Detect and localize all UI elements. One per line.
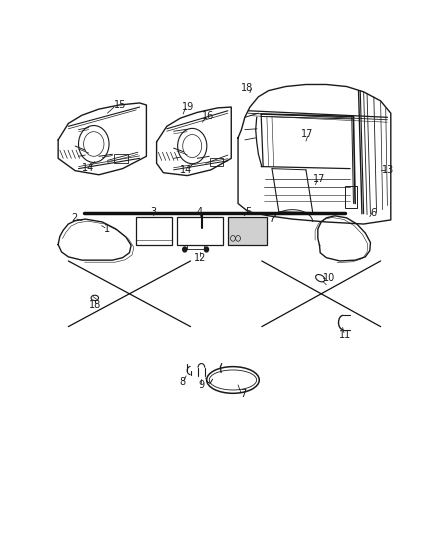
Bar (114, 154, 128, 163)
Text: 12: 12 (194, 253, 206, 263)
Text: 14: 14 (81, 163, 94, 173)
Text: 17: 17 (301, 129, 314, 139)
Text: 14: 14 (180, 165, 192, 175)
Text: 16: 16 (202, 111, 215, 120)
Text: 6: 6 (371, 207, 377, 217)
Text: 18: 18 (241, 83, 253, 93)
Text: 18: 18 (88, 300, 101, 310)
Text: 4: 4 (197, 207, 203, 217)
Circle shape (183, 247, 187, 252)
Text: 10: 10 (323, 273, 335, 283)
Text: 13: 13 (382, 165, 394, 175)
Circle shape (205, 247, 208, 252)
Text: 9: 9 (198, 380, 205, 390)
Text: 15: 15 (114, 100, 127, 110)
Text: 19: 19 (182, 102, 194, 111)
Bar (210, 158, 223, 166)
Text: 17: 17 (313, 174, 326, 184)
Text: 2: 2 (71, 213, 78, 223)
FancyBboxPatch shape (228, 217, 267, 245)
Text: 5: 5 (245, 207, 251, 217)
Text: 1: 1 (104, 224, 110, 234)
Text: 8: 8 (179, 377, 185, 387)
Bar (345, 186, 357, 208)
Text: 3: 3 (151, 207, 157, 217)
Text: 11: 11 (339, 330, 351, 340)
Text: 7: 7 (240, 389, 246, 399)
